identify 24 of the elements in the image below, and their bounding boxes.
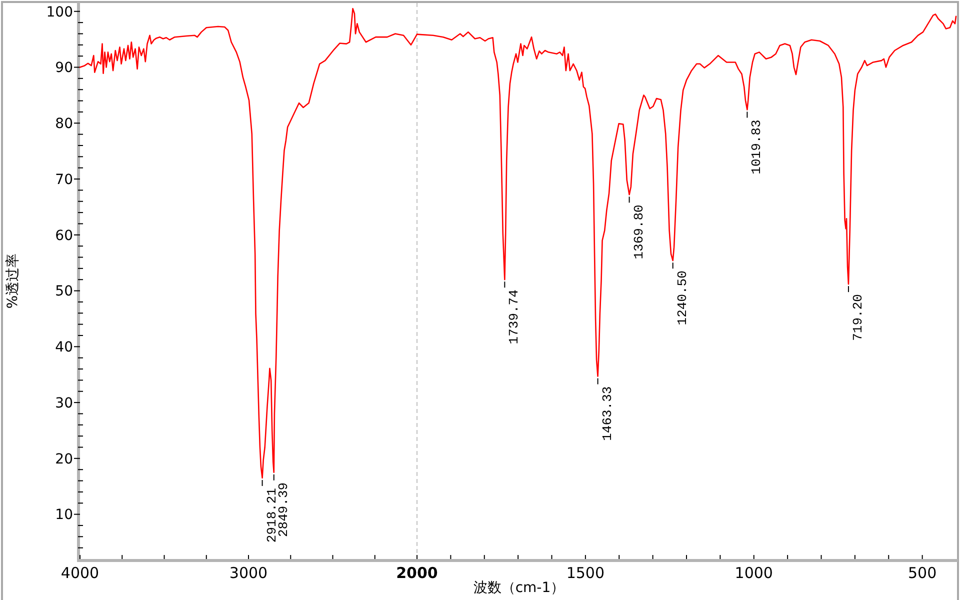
y-tick-label: 100 — [46, 4, 73, 20]
y-axis-title: %透过率 — [5, 253, 21, 309]
x-tick-label: 1000 — [734, 564, 773, 582]
y-tick-label: 60 — [55, 228, 73, 244]
annotation: 1739.74 — [506, 289, 522, 344]
x-axis-title: 波数（cm-1） — [473, 580, 565, 596]
y-tick-label: 20 — [55, 451, 73, 468]
y-tick-label: 40 — [55, 340, 73, 356]
annotation: 1463.33 — [600, 386, 615, 441]
annotation: 1369.80 — [631, 204, 646, 260]
x-tick-label: 500 — [908, 564, 937, 582]
x-tick-label: 3000 — [229, 564, 268, 582]
y-tick-label: 50 — [55, 284, 73, 300]
annotation: 719.20 — [850, 294, 866, 341]
y-tick-label: 70 — [55, 172, 73, 188]
y-tick-label: 90 — [55, 60, 73, 76]
x-tick-label: 4000 — [60, 564, 100, 582]
y-tick-label: 10 — [55, 507, 73, 524]
y-tick-label: 30 — [55, 395, 73, 412]
x-tick-label: 2000 — [396, 564, 438, 582]
annotation: 1019.83 — [749, 120, 764, 174]
y-tick-label: 80 — [55, 116, 73, 132]
annotation: 1240.50 — [674, 270, 690, 326]
x-tick-label: 1500 — [566, 564, 605, 582]
